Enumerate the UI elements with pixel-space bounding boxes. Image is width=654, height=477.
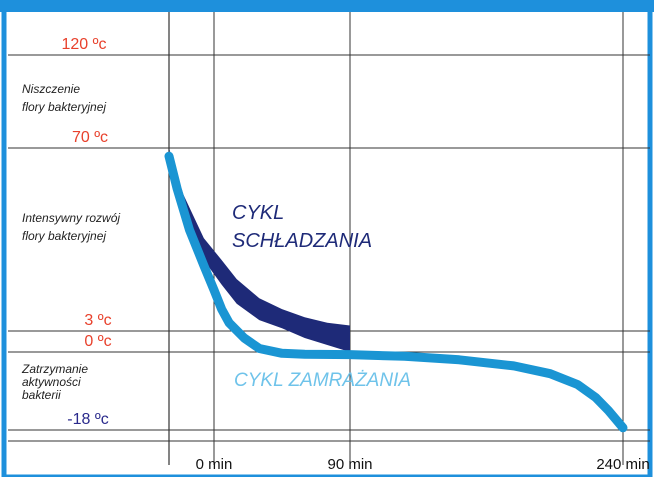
zone-label-stop-1: aktywności — [22, 375, 81, 389]
zone-label-stop-2: bakterii — [22, 388, 61, 402]
series-label-cooling-1: SCHŁADZANIA — [232, 230, 372, 252]
labels: 120 ºc 70 ºc 3 ºc 0 ºc -18 ºc 0 min 90 min 240 … — [21, 36, 650, 473]
y-tick-label-2: 3 ºc — [84, 312, 111, 329]
zone-label-heat-1: flory bakteryjnej — [22, 100, 106, 114]
y-tick-label-1: 70 ºc — [72, 129, 108, 146]
y-tick-label-0: 120 ºc — [62, 36, 107, 53]
series-label-freezing-0: CYKL ZAMRAŻANIA — [234, 370, 411, 391]
zone-label-heat-0: Niszczenie — [22, 82, 80, 96]
x-tick-label-0: 0 min — [196, 456, 233, 473]
cycle-curves — [164, 148, 628, 433]
zone-label-growth-1: flory bakteryjnej — [22, 229, 106, 243]
x-tick-label-2: 240 min — [596, 456, 649, 473]
y-tick-label-4: -18 ºc — [67, 411, 108, 428]
series-label-cooling-0: CYKL — [232, 202, 284, 224]
chart-top-bar — [0, 0, 654, 12]
cooling-cycle-band — [169, 148, 350, 352]
x-tick-label-1: 90 min — [327, 456, 372, 473]
zone-label-stop-0: Zatrzymanie — [21, 362, 88, 376]
zone-label-growth-0: Intensywny rozwój — [22, 211, 120, 225]
freezing-cycle-line — [164, 151, 628, 433]
y-tick-label-3: 0 ºc — [84, 333, 111, 350]
